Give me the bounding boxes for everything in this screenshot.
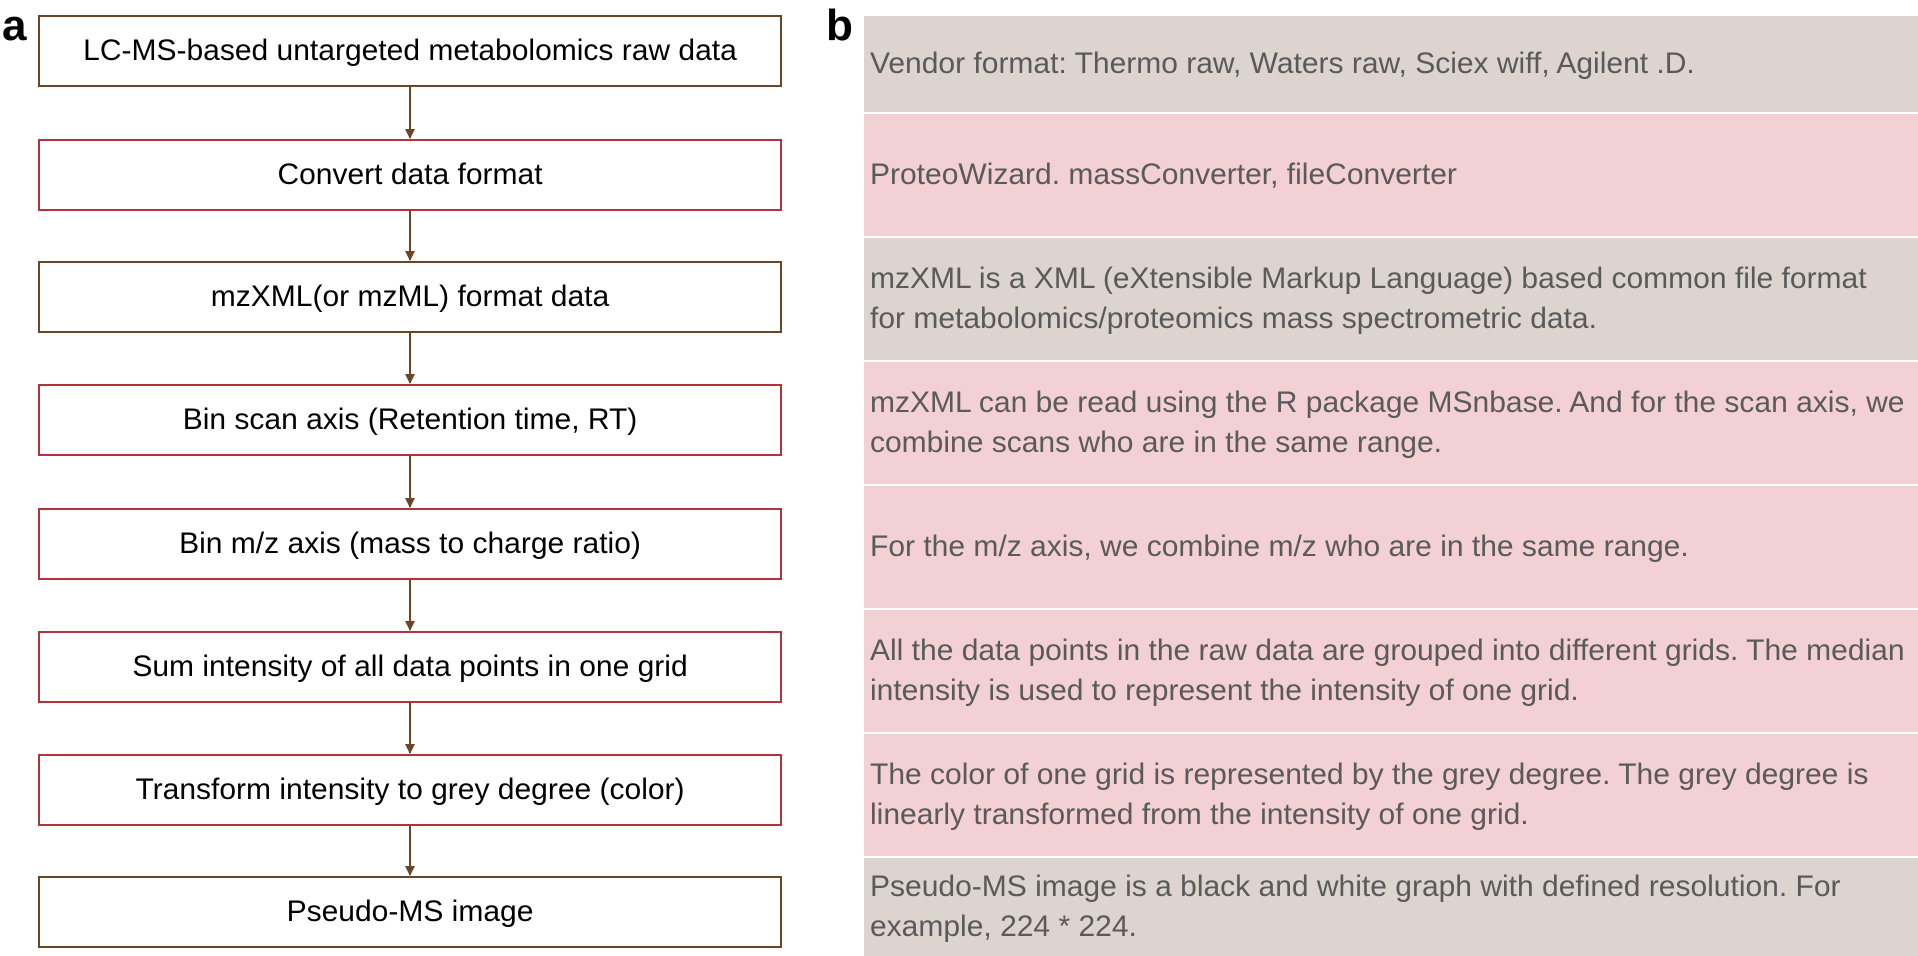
- description-row-grids: All the data points in the raw data are …: [864, 610, 1918, 732]
- flow-step-bin-scan-axis: Bin scan axis (Retention time, RT): [38, 384, 782, 456]
- flow-step-sum-intensity: Sum intensity of all data points in one …: [38, 631, 782, 703]
- description-row-grey-degree: The color of one grid is represented by …: [864, 734, 1918, 856]
- flow-step-grey-degree: Transform intensity to grey degree (colo…: [38, 754, 782, 826]
- panel-b-label: b: [826, 1, 853, 50]
- description-row-pseudo-ms: Pseudo-MS image is a black and white gra…: [864, 858, 1918, 956]
- panel-a-label: a: [2, 1, 27, 50]
- description-row-proteowizard: ProteoWizard. massConverter, fileConvert…: [864, 114, 1918, 236]
- description-row-msnbase: mzXML can be read using the R package MS…: [864, 362, 1918, 484]
- description-row-mz-axis: For the m/z axis, we combine m/z who are…: [864, 486, 1918, 608]
- flow-step-pseudo-ms-image: Pseudo-MS image: [38, 876, 782, 948]
- description-row-vendor-format: Vendor format: Thermo raw, Waters raw, S…: [864, 16, 1918, 112]
- flow-step-raw-data: LC-MS-based untargeted metabolomics raw …: [38, 15, 782, 87]
- flow-step-convert-format: Convert data format: [38, 139, 782, 211]
- description-row-mzxml: mzXML is a XML (eXtensible Markup Langua…: [864, 238, 1918, 360]
- flow-step-mzxml-data: mzXML(or mzML) format data: [38, 261, 782, 333]
- flow-step-bin-mz-axis: Bin m/z axis (mass to charge ratio): [38, 508, 782, 580]
